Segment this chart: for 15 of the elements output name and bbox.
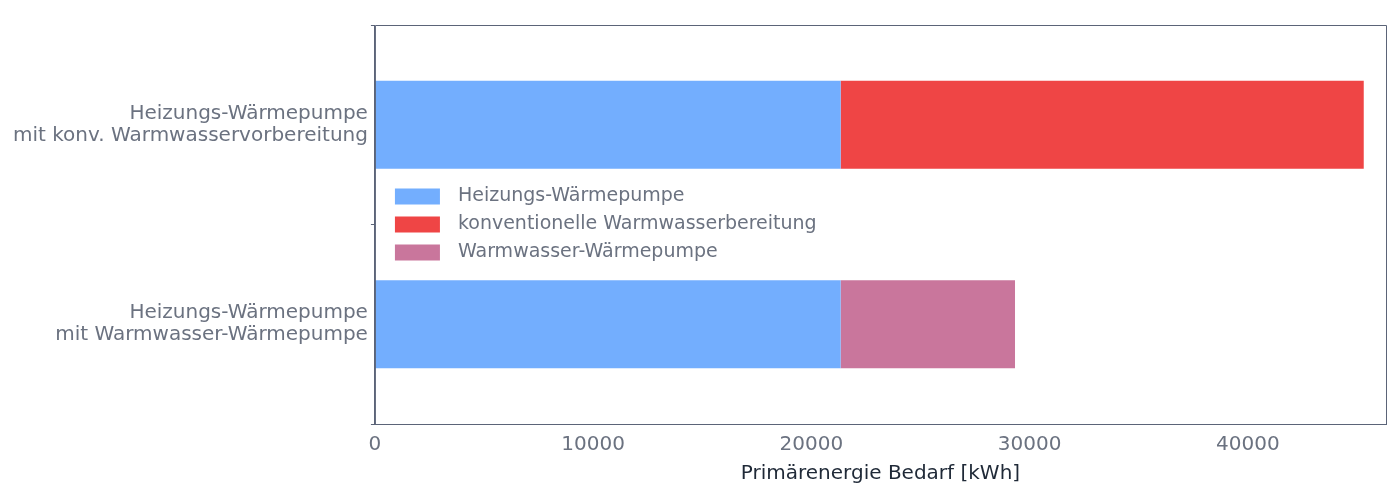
bar (840, 80, 1364, 169)
legend-label: Warmwasser-Wärmepumpe (457, 239, 718, 262)
x-tick-label: 40000 (1216, 431, 1280, 456)
bar (374, 280, 841, 369)
x-tick-label: 10000 (561, 431, 625, 456)
legend-label: konventionelle Warmwasserbereitung (457, 211, 817, 234)
x-tick-label: 30000 (997, 431, 1062, 456)
bar (374, 80, 841, 169)
bar (840, 280, 1016, 369)
x-tick-label: 0 (368, 431, 382, 456)
x-tick-label: 20000 (779, 431, 844, 456)
y-tick-label: Heizungs-Wärmepumpe mit Warmwasser-Wärmepumpe (55, 299, 368, 346)
y-tick-label: Heizungs-Wärmepumpe mit konv. Warmwasservorbereitung (12, 99, 368, 146)
x-axis-title: Primärenergie Bedarf [kWh] (740, 460, 1021, 485)
legend-label: Heizungs-Wärmepumpe (457, 183, 685, 206)
